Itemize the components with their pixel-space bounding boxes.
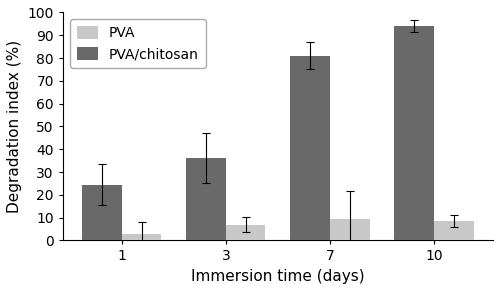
Bar — [122, 234, 162, 240]
Y-axis label: Degradation index (%): Degradation index (%) — [7, 40, 22, 213]
Bar — [434, 221, 474, 240]
Bar — [394, 26, 434, 240]
Bar — [186, 158, 226, 240]
Bar — [290, 56, 330, 240]
Bar — [330, 219, 370, 240]
X-axis label: Immersion time (days): Immersion time (days) — [191, 269, 365, 284]
Bar — [82, 184, 122, 240]
Bar — [226, 225, 266, 240]
Legend: PVA, PVA/chitosan: PVA, PVA/chitosan — [70, 19, 205, 68]
